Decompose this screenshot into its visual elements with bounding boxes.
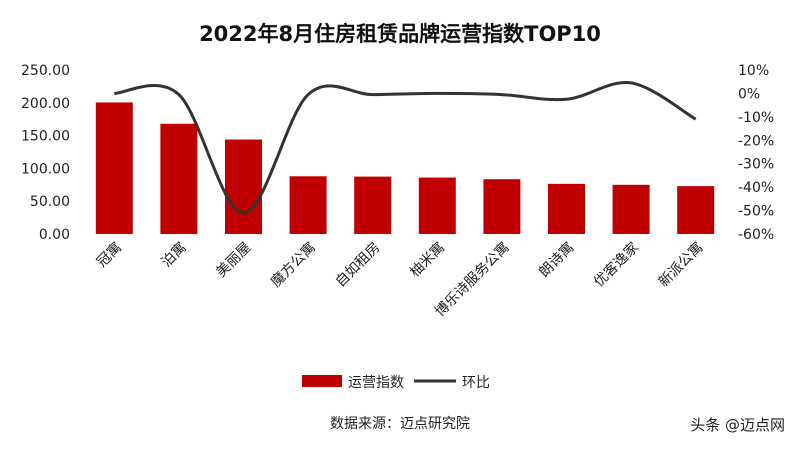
y-left-tick-label: 200.00 [21,96,70,112]
x-tick-label: 美丽屋 [213,240,254,281]
bar [289,176,327,234]
bar [548,183,585,234]
bar [612,184,650,234]
bar [483,179,521,234]
bar [677,186,715,234]
y-left-tick-label: 0.00 [39,227,70,243]
x-tick-label: 魔方公寓 [267,239,319,291]
y-right-tick-label: -20% [738,133,774,149]
x-tick-label: 冠寓 [93,239,125,271]
bar [225,139,262,234]
y-right-tick-label: -30% [738,157,774,173]
x-tick-label: 优客逸家 [590,239,642,291]
line-path [114,81,697,215]
x-tick-label: 泊寓 [158,239,190,271]
x-tick-label: 柚米寓 [406,239,448,281]
x-tick-label: 新派公寓 [655,239,707,291]
chart-title: 2022年8月住房租赁品牌运营指数TOP10 [199,22,601,46]
x-tick-label: 朗诗寓 [536,239,578,281]
bar [354,176,392,234]
y-left-tick-label: 50.00 [30,194,70,210]
y-right-tick-label: -60% [738,227,774,243]
x-tick-label: 自如租房 [333,240,384,291]
y-left-tick-label: 150.00 [21,129,70,145]
bar [95,102,133,234]
source-note: 数据来源：迈点研究院 [330,416,470,432]
y-right-tick-label: -10% [738,110,774,126]
y-right-tick-label: 0% [738,86,760,102]
legend-label-line: 环比 [462,375,490,391]
y-axis-right: -60% -50% -40% -30% -20% -10% 0% 10% [738,63,774,243]
bar-series [95,102,715,234]
y-right-tick-label: 10% [738,63,769,79]
y-right-tick-label: -50% [738,204,774,220]
y-left-tick-label: 250.00 [21,63,70,79]
y-right-tick-label: -40% [738,180,774,196]
bar [418,177,456,234]
watermark: 头条 @迈点网 [690,416,785,434]
legend-swatch-bar [302,375,342,387]
legend-label-bar: 运营指数 [348,375,404,391]
y-axis-left: 0.00 50.00 100.00 150.00 200.00 250.00 [21,63,70,243]
bar [160,123,198,234]
line-series [114,81,697,215]
y-left-tick-label: 100.00 [21,161,70,177]
legend: 运营指数 环比 [302,375,490,391]
